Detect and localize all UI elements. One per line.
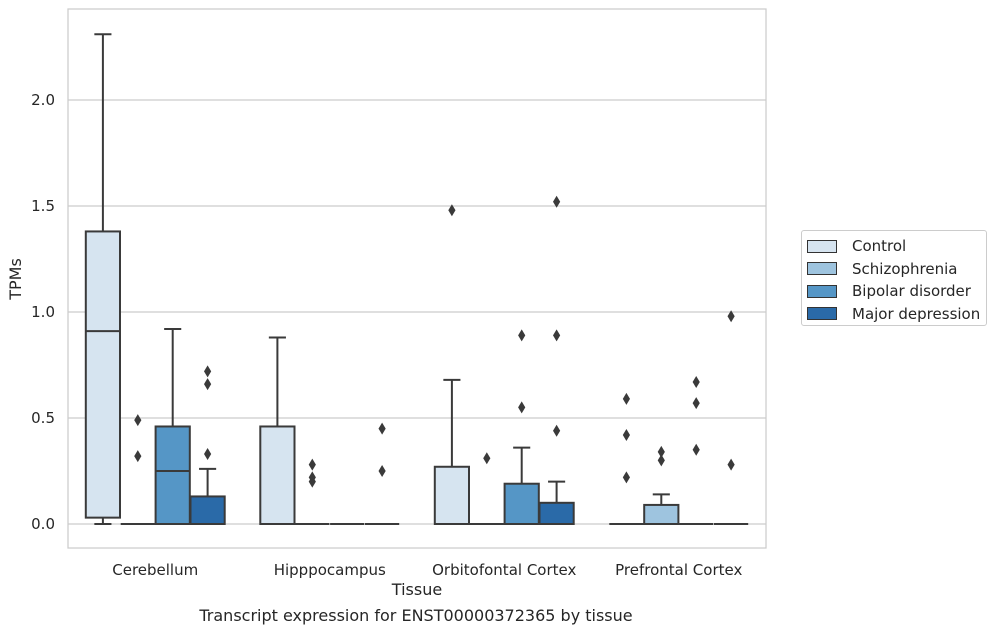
box-body <box>538 501 575 525</box>
x-tick-label: Cerebellum <box>112 561 198 579</box>
outlier-point <box>657 445 665 458</box>
x-tick-label: Prefrontal Cortex <box>615 561 742 579</box>
legend-swatch <box>807 284 837 298</box>
outlier-point <box>483 452 491 465</box>
box-bipolar-disorder <box>154 327 191 526</box>
box-control <box>84 33 122 525</box>
box-body <box>643 503 680 526</box>
x-axis-label: Tissue <box>391 580 442 599</box>
x-tick-label: Hipppocampus <box>274 561 386 579</box>
box-body <box>84 230 122 519</box>
box-body <box>189 495 226 526</box>
y-tick-label: 0.5 <box>31 409 55 427</box>
outlier-point <box>134 450 142 463</box>
outlier-point <box>204 448 212 461</box>
outlier-point <box>657 454 665 467</box>
box-bipolar-disorder <box>679 375 714 525</box>
chart-caption: Transcript expression for ENST0000037236… <box>199 606 633 625</box>
y-tick-label: 0.0 <box>31 515 55 533</box>
box-schizophrenia <box>643 445 680 526</box>
outlier-point <box>553 329 561 342</box>
outlier-point <box>204 365 212 378</box>
box-control <box>433 204 471 526</box>
legend-item: Control <box>807 235 986 258</box>
legend-item: Major depression <box>807 303 986 326</box>
boxes <box>84 33 749 526</box>
outlier-point <box>378 465 386 477</box>
legend-label: Control <box>852 237 907 256</box>
box-major-depression <box>364 422 400 525</box>
outlier-point <box>518 329 526 342</box>
x-tick-label: Orbitofontal Cortex <box>432 561 576 579</box>
legend-swatch <box>807 239 837 253</box>
box-body <box>154 425 191 526</box>
outlier-point <box>448 204 456 217</box>
legend-item: Bipolar disorder <box>807 280 986 303</box>
box-bipolar-disorder <box>503 329 540 525</box>
legend-label: Schizophrenia <box>852 259 958 278</box>
legend-label: Major depression <box>852 304 981 323</box>
box-schizophrenia <box>295 458 330 525</box>
x-tick-labels: Cerebellum Hipppocampus Orbitofontal Corte… <box>112 561 742 579</box>
legend-swatch <box>807 307 837 321</box>
y-tick-label: 2.0 <box>31 91 55 109</box>
y-tick-labels: 0.0 0.5 1.0 1.5 2.0 <box>31 91 55 533</box>
box-control <box>259 336 296 526</box>
outlier-point <box>553 424 561 437</box>
box-body <box>433 465 471 526</box>
box-major-depression <box>713 310 749 525</box>
box-schizophrenia <box>120 414 155 525</box>
plot-frame <box>67 8 767 549</box>
y-tick-label: 1.0 <box>31 303 55 321</box>
legend-label: Bipolar disorder <box>852 282 971 301</box>
outlier-point <box>727 458 735 471</box>
legend-swatch <box>807 262 837 276</box>
box-body <box>503 482 540 525</box>
box-control <box>609 392 644 525</box>
y-tick-label: 1.5 <box>31 197 55 215</box>
outlier-point <box>308 458 316 471</box>
legend: Control Schizophrenia Bipolar disorder Majo… <box>801 230 987 326</box>
box-schizophrenia <box>469 452 504 525</box>
outlier-point <box>692 397 700 410</box>
outlier-point <box>518 401 526 414</box>
outlier-point <box>378 422 386 435</box>
legend-item: Schizophrenia <box>807 258 986 281</box>
outlier-point <box>622 471 630 484</box>
outlier-point <box>553 195 561 208</box>
box-major-depression <box>538 195 575 525</box>
outlier-point <box>692 443 700 456</box>
outlier-point <box>727 310 735 323</box>
outlier-point <box>308 471 316 484</box>
outlier-point <box>692 375 700 388</box>
y-axis-label: TPMs <box>6 258 25 301</box>
outlier-point <box>622 428 630 441</box>
outlier-point <box>204 378 212 391</box>
outlier-point <box>134 414 142 427</box>
box-major-depression <box>189 365 226 526</box>
box-body <box>259 425 296 526</box>
outlier-point <box>622 392 630 405</box>
